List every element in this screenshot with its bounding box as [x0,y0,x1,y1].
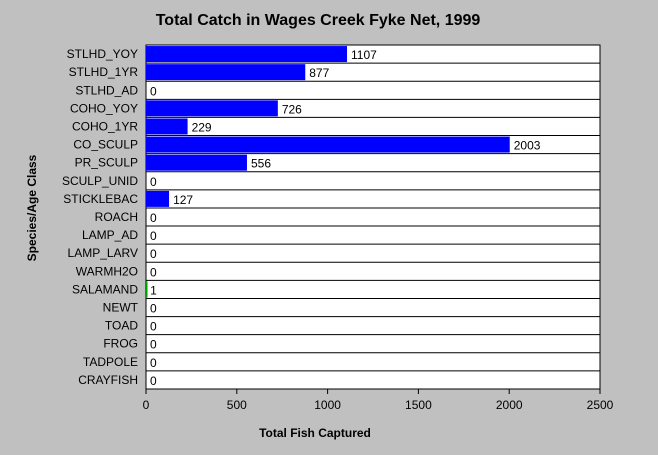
data-label: 0 [150,211,157,225]
x-tick-label: 1000 [314,398,341,412]
category-label: TADPOLE [83,355,138,369]
category-label: CRAYFISH [78,373,138,387]
data-label: 0 [150,84,157,98]
category-label: LAMP_AD [82,228,138,242]
data-label: 0 [150,338,157,352]
category-label: SALAMAND [72,282,138,296]
category-label: TOAD [105,319,138,333]
category-label: LAMP_LARV [68,246,138,260]
grid-lines [146,62,600,372]
category-label: STICKLEBAC [63,192,138,206]
data-label: 229 [192,120,212,134]
data-label: 2003 [514,139,541,153]
chart-title: Total Catch in Wages Creek Fyke Net, 199… [155,12,481,29]
data-label: 877 [309,66,329,80]
bar [146,64,306,81]
bar [146,154,247,171]
data-label: 0 [150,320,157,334]
data-label: 0 [150,175,157,189]
x-axis: 0 500 1000 1500 2000 2500 [143,389,614,412]
category-label: COHO_YOY [70,101,138,115]
x-tick-label: 2500 [587,398,614,412]
category-label: PR_SCULP [75,156,138,170]
data-label: 1 [150,283,157,297]
data-label: 0 [150,265,157,279]
category-label: NEWT [103,301,139,315]
x-tick-label: 1500 [405,398,432,412]
data-label: 0 [150,247,157,261]
category-label: STLHD_1YR [69,65,139,79]
data-label: 0 [150,356,157,370]
bar [146,46,348,63]
category-label: SCULP_UNID [62,174,138,188]
plot-area [145,44,601,390]
category-label: CO_SCULP [73,138,138,152]
x-tick-label: 500 [227,398,247,412]
data-label: 556 [251,157,271,171]
bars [146,46,510,298]
category-label: COHO_1YR [72,119,138,133]
data-label: 726 [282,102,302,116]
bar [146,190,170,207]
x-axis-label: Total Fish Captured [259,426,371,440]
category-label: STLHD_AD [75,83,138,97]
data-label: 1107 [351,48,377,62]
labels: STLHD_YOY 1107 STLHD_1YR 877 STLHD_AD 0 COHO_Y… [62,47,541,388]
category-label: WARMH2O [76,264,138,278]
category-label: STLHD_YOY [67,47,138,61]
x-tick-label: 2000 [496,398,523,412]
bar [146,118,188,135]
x-tick-label: 0 [143,398,150,412]
data-label: 0 [150,229,157,243]
category-label: FROG [103,337,138,351]
bar [146,281,148,298]
bar [146,100,278,117]
data-label: 0 [150,302,157,316]
bar [146,136,510,153]
category-label: ROACH [95,210,138,224]
data-label: 127 [173,193,193,207]
data-label: 0 [150,374,157,388]
